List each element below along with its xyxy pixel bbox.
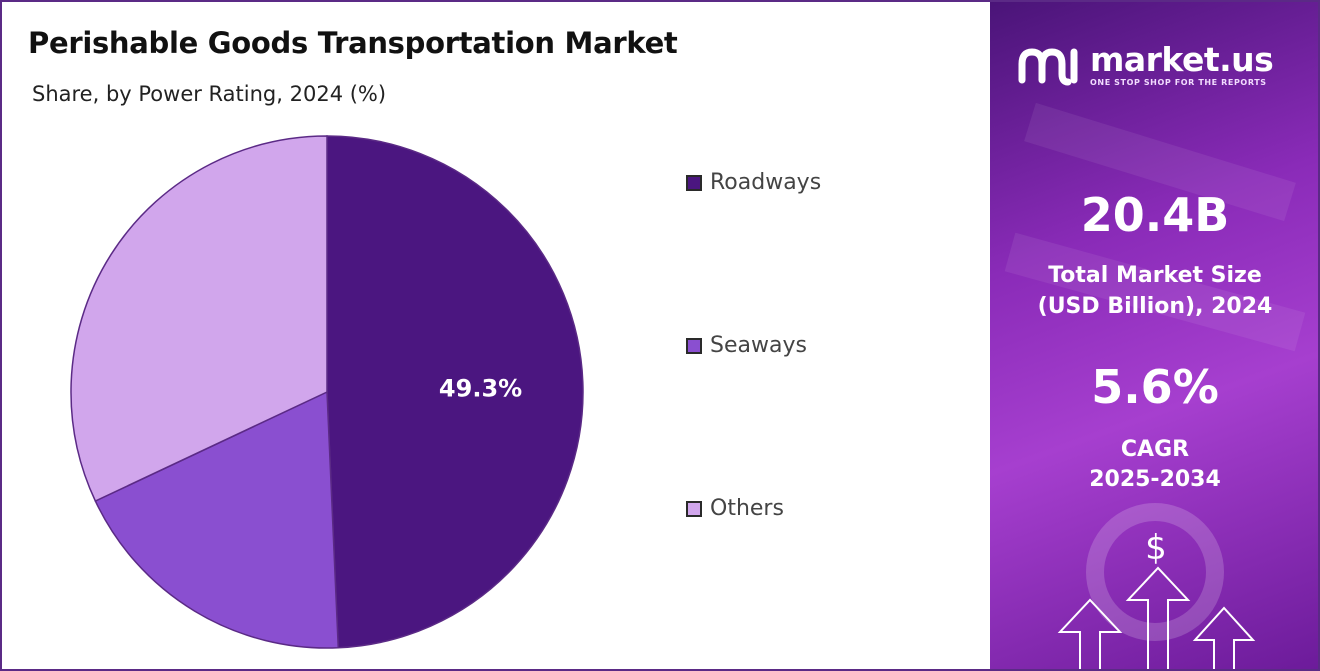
cagr-label-2: 2025-2034: [1089, 467, 1221, 492]
market-us-logo-icon: [1018, 48, 1078, 86]
pie-chart: 49.3%: [70, 135, 584, 649]
legend-swatch-others: [686, 500, 702, 517]
legend-swatch-roadways: [686, 174, 702, 191]
cagr-label-1: CAGR: [1120, 437, 1190, 462]
brand-name: market.us: [1090, 40, 1274, 79]
pie-data-label-roadways: 49.3%: [439, 375, 522, 403]
pie-slice-seaways: [94, 390, 340, 649]
cagr-value: 5.6%: [1091, 360, 1219, 414]
stats-sidebar: $ market.us ONE STOP SHOP FOR THE REPORT…: [988, 2, 1318, 669]
chart-title: Perishable Goods Transportation Market: [28, 26, 678, 60]
brand: market.us ONE STOP SHOP FOR THE REPORTS: [1016, 40, 1274, 88]
legend-item-roadways: Roadways: [686, 170, 821, 195]
chart-subtitle: Share, by Power Rating, 2024 (%): [32, 82, 387, 106]
legend-label-seaways: Seaways: [710, 333, 807, 358]
chart-panel: Perishable Goods Transportation Market S…: [2, 2, 988, 669]
background-decoration: $: [1004, 102, 1306, 669]
legend-item-others: Others: [686, 496, 784, 521]
market-size-value: 20.4B: [1080, 188, 1230, 242]
pie-slice-others: [70, 135, 328, 502]
growth-arrows-icon: [1057, 566, 1256, 669]
dollar-icon: $: [1145, 528, 1167, 568]
market-size-label-2: (USD Billion), 2024: [1037, 294, 1273, 319]
legend-item-seaways: Seaways: [686, 333, 807, 358]
legend-label-others: Others: [710, 496, 784, 521]
brand-tagline: ONE STOP SHOP FOR THE REPORTS: [1090, 78, 1267, 87]
legend-swatch-seaways: [686, 337, 702, 354]
market-size-label-1: Total Market Size: [1048, 263, 1262, 288]
legend-label-roadways: Roadways: [710, 170, 822, 195]
pie-slice-roadways: [326, 135, 584, 649]
